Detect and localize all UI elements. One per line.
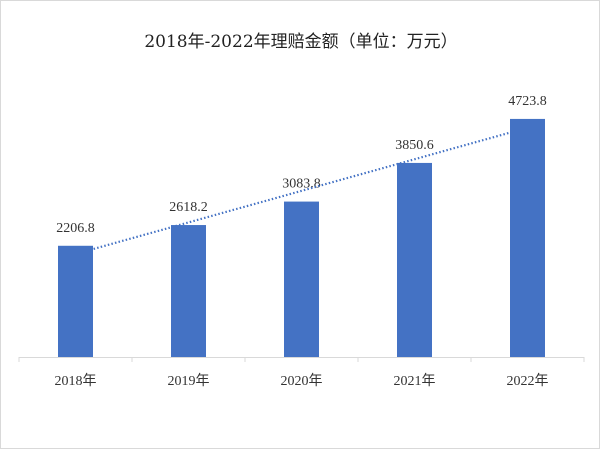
x-tick-label: 2020年 — [281, 373, 323, 389]
x-tick-label: 2021年 — [394, 373, 436, 389]
x-tick-label: 2019年 — [168, 373, 210, 389]
bar-2019年 — [171, 225, 206, 357]
chart-title: 2018年-2022年理赔金额（单位：万元） — [144, 32, 458, 52]
data-label: 2618.2 — [169, 200, 208, 215]
x-tick-label: 2022年 — [507, 373, 549, 389]
bar-2020年 — [284, 201, 319, 357]
bar-2022年 — [510, 118, 545, 358]
x-tick-label: 2018年 — [55, 373, 97, 389]
bar-2018年 — [58, 245, 93, 357]
trendline — [93, 131, 510, 251]
data-label: 3083.8 — [282, 177, 321, 192]
data-label: 3850.6 — [395, 138, 434, 153]
bar-2021年 — [397, 162, 432, 357]
data-label: 2206.8 — [56, 221, 95, 236]
data-label: 4723.8 — [508, 94, 547, 109]
